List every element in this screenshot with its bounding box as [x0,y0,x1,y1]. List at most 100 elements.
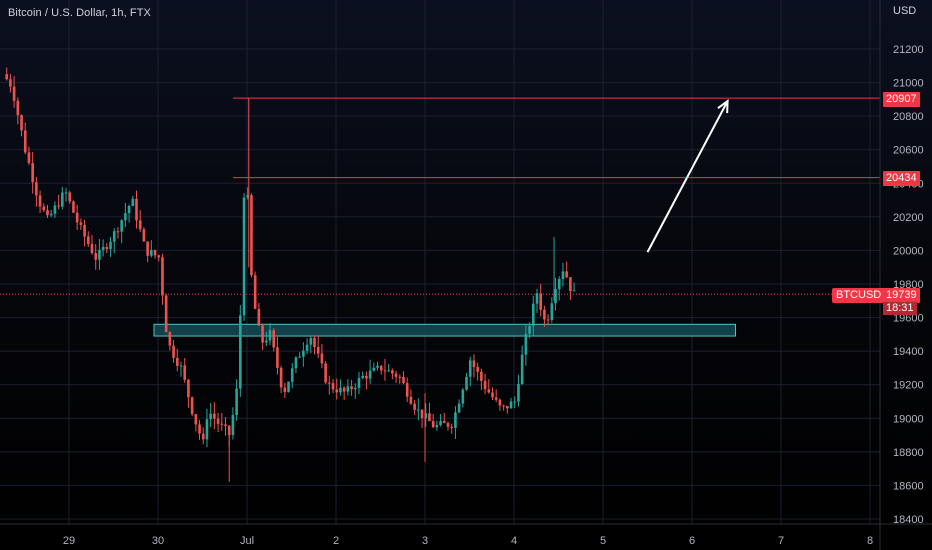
candle-body [172,345,175,358]
candle-body [483,380,487,390]
y-tick-label: 21000 [893,78,924,90]
candle-body [494,397,498,400]
candle-body [242,197,246,316]
candle-body [372,367,376,371]
candle-body [446,423,450,427]
candle-body [324,363,327,383]
candle-body [49,213,53,216]
x-tick-label: 4 [511,535,517,547]
y-tick-label: 19200 [893,380,924,392]
candle-body [524,333,528,355]
candle-body [468,360,472,377]
candle-body [90,243,94,254]
candle-body [138,220,142,230]
candle-body [250,195,253,276]
candle-body [550,303,554,321]
candle-body [305,344,309,351]
candle-body [23,130,27,153]
y-tick-label: 20000 [893,245,924,257]
candle-body [75,212,79,223]
candle-body [472,360,476,367]
candle-body [376,365,379,368]
candle-body [253,275,257,309]
candle-body [565,271,568,278]
candle-body [268,330,272,341]
candle-body [539,293,542,310]
candle-body [491,392,494,398]
candle-body [131,198,135,206]
price-levels [0,97,880,337]
support-zone[interactable] [153,323,736,337]
x-tick-label: 3 [422,535,428,547]
x-tick-label: 5 [600,535,606,547]
candle-body [287,381,290,392]
candle-body [109,241,112,249]
candle-body [465,376,468,390]
candle-body [450,426,453,428]
candle-body [20,115,23,131]
candle-body [513,401,517,403]
candle-body [94,253,97,260]
candle-body [209,413,212,420]
candle-body [387,370,390,372]
candle-body [302,350,305,357]
candle-body [331,383,335,390]
candle-body [454,412,457,428]
candle-body [116,231,120,233]
candle-body [409,396,413,404]
candle-body [561,271,565,279]
candle-body [413,403,416,410]
x-tick-label: 6 [689,535,695,547]
candle-body [194,414,198,425]
candle-body [487,389,491,393]
candle-body [190,397,194,415]
candle-body [420,409,424,419]
candle-body [509,401,513,409]
candle-body [391,370,394,374]
grid [0,0,880,524]
candle-body [53,205,57,214]
candle-body [198,424,201,434]
trend-arrow-head [717,99,729,114]
candle-body [405,383,409,397]
candle-body [502,405,505,407]
candle-body [227,425,231,435]
candle-body [335,389,339,393]
x-tick-label: 7 [778,535,784,547]
candle-body [187,379,190,398]
y-tick-label: 20200 [893,212,924,224]
candle-body [216,418,220,424]
candle-body [164,295,168,333]
trend-arrow-shaft[interactable] [646,100,729,253]
candle-body [442,421,446,424]
candle-body [124,213,127,221]
candle-body [61,192,64,207]
x-tick-label: Jul [240,535,254,547]
candle-body [68,192,72,202]
candle-body [224,424,227,426]
candle-body [161,257,164,296]
candle-body [150,250,153,256]
y-tick-label: 19600 [893,313,924,325]
candle-body [402,377,405,384]
last-price-tag: 19739 [883,288,920,303]
candle-body [231,414,235,435]
candle-body [350,386,353,390]
chart-title: Bitcoin / U.S. Dollar, 1h, FTX [8,7,151,19]
candle-body [213,413,216,419]
candle-body [168,332,172,346]
candle-body [569,277,572,292]
candle-body [276,347,279,368]
candle-body [506,405,509,409]
candle-body [480,371,483,381]
candle-body [16,100,20,116]
candle-body [135,198,138,221]
candle-body [246,195,250,198]
candle-body [120,220,123,232]
candle-body [98,249,101,260]
candle-body [320,353,324,364]
candle-body [439,421,442,425]
x-tick-label: 2 [333,535,339,547]
